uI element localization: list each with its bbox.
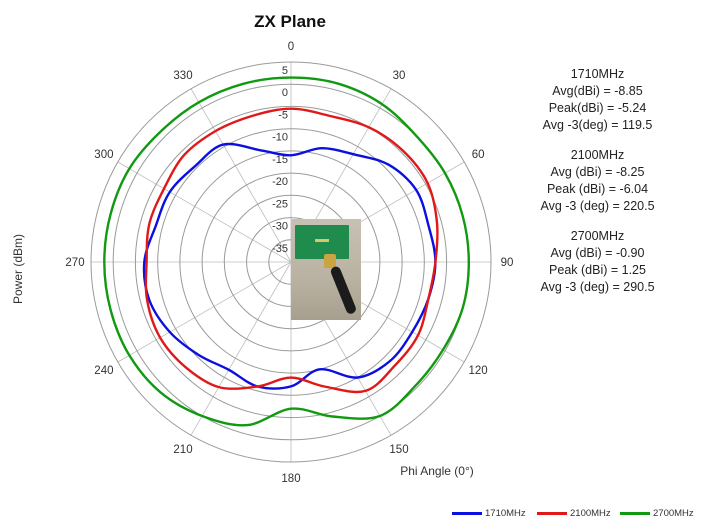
radial-tick-label: -35 [272, 243, 288, 255]
radial-tick-label: -5 [278, 109, 288, 121]
angle-tick-label: 330 [173, 70, 192, 82]
radial-tick-labels: 5 0 -5 -10 -15 -20 -25 -30 -35 [272, 65, 288, 255]
radial-tick-label: -10 [272, 132, 288, 144]
angle-tick-label: 150 [389, 444, 408, 456]
angle-tick-label: 300 [94, 149, 113, 161]
angular-axis-label: Phi Angle (0°) [400, 464, 474, 478]
grid-ring [157, 128, 425, 396]
angle-tick-label: 180 [281, 473, 300, 485]
series-layer [103, 76, 470, 427]
radial-tick-label: -30 [272, 221, 288, 233]
stats-1710: 1710MHz Avg(dBi) = -8.85 Peak(dBi) = -5.… [515, 66, 680, 134]
legend-label: 2700MHz [653, 508, 694, 519]
sma-connector [324, 254, 336, 268]
stats-peak: Peak(dBi) = -5.24 [548, 101, 647, 115]
radial-tick-label: 5 [282, 65, 288, 77]
angle-tick-label: 90 [501, 257, 514, 269]
series-line-1710MHz [142, 142, 437, 390]
stats-freq: 1710MHz [570, 67, 625, 81]
stats-avg3: Avg -3 (deg) = 220.5 [540, 199, 655, 213]
radial-axis-label: Power (dBm) [11, 234, 25, 304]
angle-tick-label: 210 [173, 444, 192, 456]
legend-item-2100: 2100MHz [537, 508, 611, 519]
angle-tick-label: 60 [472, 149, 485, 161]
grid-ring [90, 61, 492, 463]
stats-avg: Avg (dBi) = -8.25 [550, 165, 645, 179]
angle-tick-label: 30 [393, 70, 406, 82]
spoke-line [117, 161, 292, 263]
spoke-line [190, 261, 292, 436]
series-line-2700MHz [103, 76, 470, 427]
stats-avg3: Avg -3 (deg) = 290.5 [540, 280, 655, 294]
chart-title: ZX Plane [254, 12, 326, 31]
radial-tick-label: 0 [282, 87, 288, 99]
spoke-line [190, 88, 292, 263]
stats-2100: 2100MHz Avg (dBi) = -8.25 Peak (dBi) = -… [515, 147, 680, 215]
stats-peak: Peak (dBi) = 1.25 [549, 263, 646, 277]
legend-swatch [620, 512, 650, 515]
legend-swatch [452, 512, 482, 515]
radial-tick-label: -20 [272, 176, 288, 188]
angle-tick-label: 270 [65, 257, 84, 269]
antenna-stub [329, 265, 358, 316]
angle-tick-label: 120 [469, 365, 488, 377]
legend-label: 2100MHz [570, 508, 611, 519]
antenna-photo-icon [291, 219, 361, 320]
grid-ring [134, 105, 448, 419]
stats-avg: Avg (dBi) = -0.90 [550, 246, 645, 260]
angle-tick-label: 0 [288, 41, 294, 53]
stats-avg3: Avg -3(deg) = 119.5 [542, 118, 653, 132]
grid-ring [201, 172, 381, 352]
radial-tick-label: -15 [272, 154, 288, 166]
pcb-board [295, 225, 349, 259]
polar-grid [90, 61, 492, 463]
stats-panel: 1710MHz Avg(dBi) = -8.85 Peak(dBi) = -5.… [515, 66, 680, 309]
legend-label: 1710MHz [485, 508, 526, 519]
stats-freq: 2100MHz [570, 148, 625, 162]
stats-avg: Avg(dBi) = -8.85 [552, 84, 643, 98]
legend-item-2700: 2700MHz [620, 508, 694, 519]
angle-tick-labels: 0 30 60 90 120 150 180 210 240 270 300 330 [65, 41, 513, 485]
stats-freq: 2700MHz [570, 229, 625, 243]
stats-peak: Peak (dBi) = -6.04 [546, 182, 649, 196]
spoke-line [117, 261, 292, 363]
legend-swatch [537, 512, 567, 515]
radial-tick-label: -25 [272, 198, 288, 210]
grid-ring [179, 150, 403, 374]
angle-tick-label: 240 [94, 365, 113, 377]
stats-2700: 2700MHz Avg (dBi) = -0.90 Peak (dBi) = 1… [515, 228, 680, 296]
series-line-2100MHz [144, 107, 439, 394]
legend-item-1710: 1710MHz [452, 508, 526, 519]
